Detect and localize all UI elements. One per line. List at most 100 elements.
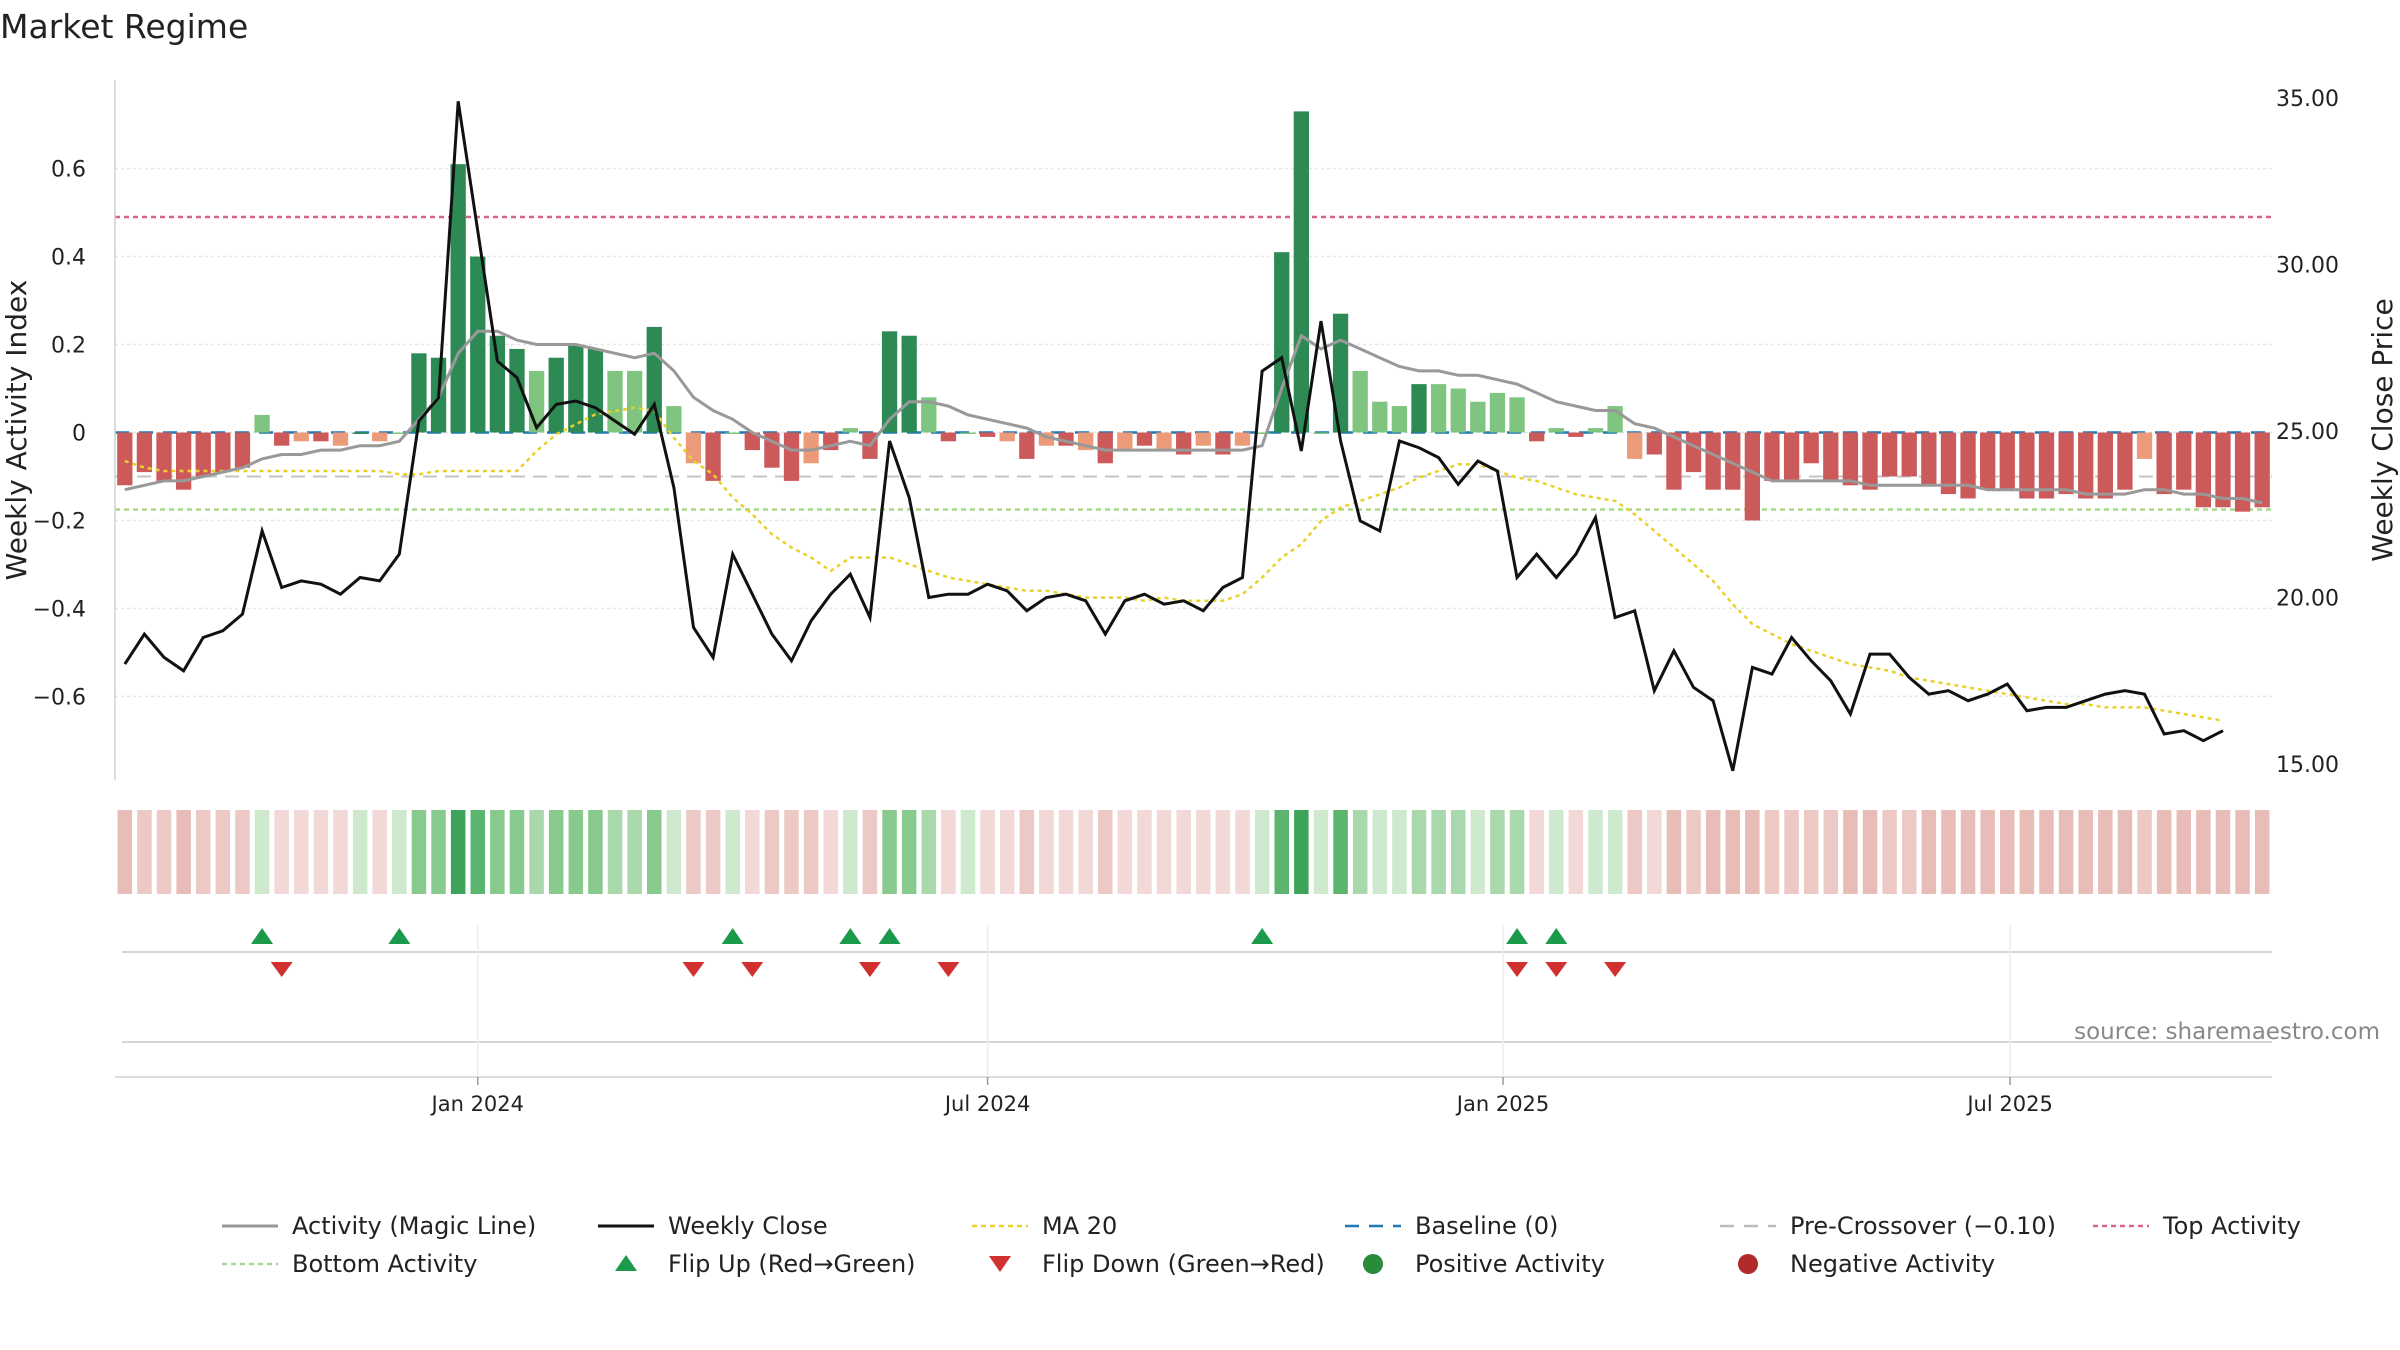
activity-bar <box>626 370 643 433</box>
activity-bar <box>332 432 349 446</box>
right-tick-label: 35.00 <box>2276 87 2339 112</box>
activity-bar <box>1509 397 1525 433</box>
activity-bar <box>313 432 329 442</box>
regime-cell <box>1078 810 1093 894</box>
regime-cell <box>745 810 760 894</box>
regime-cell <box>1568 810 1584 894</box>
right-axis-label: Weekly Close Price <box>2366 298 2399 561</box>
legend-swatch <box>615 1255 637 1271</box>
regime-cell <box>176 810 191 894</box>
activity-bar <box>803 432 819 464</box>
activity-bar <box>705 432 721 481</box>
regime-cell <box>568 810 584 894</box>
regime-cell <box>803 810 819 894</box>
activity-bar <box>254 414 270 433</box>
regime-cell <box>1607 810 1623 894</box>
legend-item: Top Activity <box>2093 1212 2301 1240</box>
regime-cell <box>215 810 231 894</box>
regime-cell <box>1274 810 1289 894</box>
flip-up-marker <box>388 928 411 944</box>
regime-cell <box>1823 810 1839 894</box>
activity-bar <box>1234 432 1251 446</box>
legend-swatch <box>1363 1254 1383 1274</box>
regime-cell <box>999 810 1015 894</box>
legend-swatch <box>989 1256 1011 1272</box>
regime-cell <box>1941 810 1956 894</box>
activity-bar <box>1254 432 1270 434</box>
regime-cell <box>627 810 642 894</box>
regime-cell <box>2215 810 2231 894</box>
activity-bar <box>117 432 133 486</box>
left-tick-label: −0.4 <box>33 597 86 622</box>
activity-bar <box>999 432 1015 442</box>
regime-cell <box>2000 810 2015 894</box>
flip-down-marker <box>682 962 705 977</box>
regime-cell <box>588 810 603 894</box>
magic-line <box>124 329 2263 505</box>
regime-cell <box>1392 810 1407 894</box>
legend-label: Activity (Magic Line) <box>292 1212 536 1240</box>
regime-cell <box>1254 810 1270 894</box>
activity-bar <box>1372 401 1388 433</box>
regime-cell <box>470 810 486 894</box>
regime-cell <box>1529 810 1544 894</box>
activity-bar <box>1430 384 1447 433</box>
right-tick-label: 15.00 <box>2276 753 2339 778</box>
activity-bar <box>234 432 251 468</box>
regime-cell <box>490 810 505 894</box>
activity-bar <box>1097 432 1113 464</box>
activity-bar <box>195 432 211 477</box>
legend-item: Activity (Magic Line) <box>222 1212 536 1240</box>
legend-label: Pre-Crossover (−0.10) <box>1790 1212 2056 1240</box>
legend-label: Bottom Activity <box>292 1250 477 1278</box>
flip-up-marker <box>1545 928 1568 944</box>
regime-cell <box>1666 810 1682 894</box>
regime-cell <box>1686 810 1701 894</box>
activity-bar <box>156 432 172 481</box>
activity-bar <box>901 335 917 433</box>
regime-cell <box>764 810 780 894</box>
regime-cell <box>960 810 976 894</box>
left-axis-label: Weekly Activity Index <box>0 280 33 581</box>
regime-cell <box>1764 810 1780 894</box>
regime-cell <box>1058 810 1074 894</box>
flip-up-marker <box>721 928 744 944</box>
regime-cell <box>941 810 956 894</box>
ma20-line <box>124 406 2224 722</box>
regime-cell <box>1156 810 1172 894</box>
activity-bar <box>764 432 780 468</box>
activity-bar <box>2195 432 2212 508</box>
flip-up-marker <box>251 928 274 944</box>
regime-cell <box>1215 810 1231 894</box>
activity-bar <box>587 348 604 433</box>
activity-bar <box>1921 432 1937 486</box>
activity-bar <box>1823 432 1839 481</box>
regime-cell <box>1882 810 1897 894</box>
flip-down-marker <box>858 962 881 977</box>
left-tick-label: −0.2 <box>33 509 86 534</box>
right-tick-label: 20.00 <box>2276 587 2339 612</box>
regime-cell <box>705 810 721 894</box>
activity-bar <box>921 397 937 433</box>
activity-bar <box>979 432 996 437</box>
activity-bar <box>1529 432 1545 442</box>
flip-down-marker <box>1506 962 1529 977</box>
activity-bar <box>685 432 702 464</box>
reference-lines <box>115 215 2272 511</box>
legend-item: Pre-Crossover (−0.10) <box>1720 1212 2056 1240</box>
activity-bar <box>2215 432 2231 508</box>
regime-cell <box>1450 810 1466 894</box>
regime-cell <box>901 810 917 894</box>
left-tick-label: 0.6 <box>51 158 86 183</box>
regime-cell <box>1784 810 1799 894</box>
legend-label: Flip Up (Red→Green) <box>668 1250 916 1278</box>
activity-bar <box>2254 432 2270 508</box>
flip-up-marker <box>878 928 901 944</box>
regime-cell <box>1803 810 1819 894</box>
activity-bar <box>1685 432 1702 473</box>
activity-bar <box>2136 432 2153 459</box>
activity-bar <box>2097 432 2113 499</box>
legend-label: Weekly Close <box>668 1212 828 1240</box>
regime-cell <box>1588 810 1603 894</box>
activity-bar <box>136 432 153 473</box>
